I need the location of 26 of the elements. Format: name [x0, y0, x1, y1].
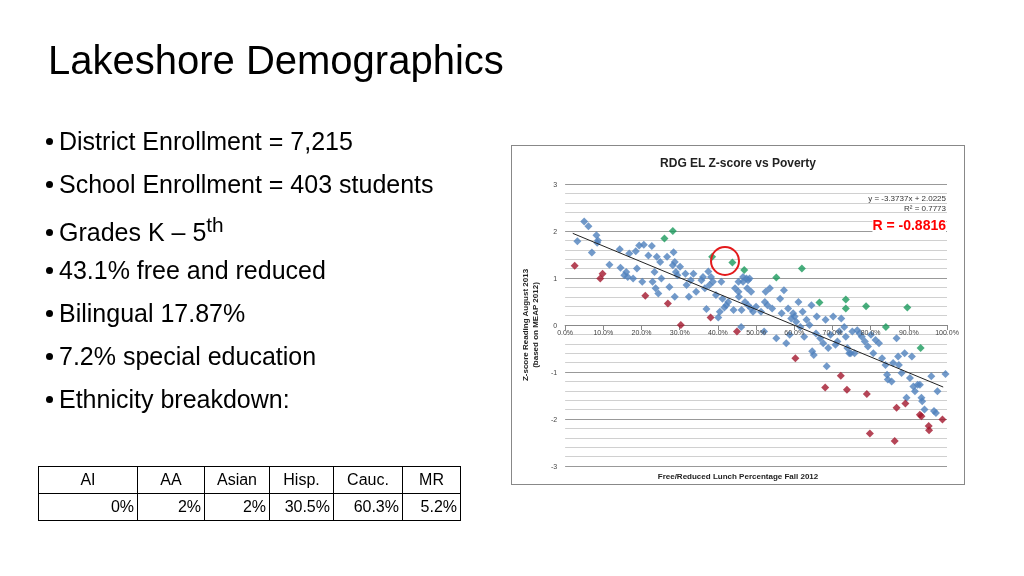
text: 5.2%	[420, 498, 457, 515]
category-label: Cauc.	[333, 466, 403, 494]
category-label: Hisp.	[269, 466, 334, 494]
category-label: AI	[38, 466, 138, 494]
text: Ethnicity breakdown:	[59, 385, 290, 413]
annotation: R² = 0.7773	[903, 203, 947, 213]
annotation: R = -0.8816	[872, 217, 947, 233]
y-axis-title: Z-score Reading August 2013 (based on MEAP 2012)	[520, 268, 540, 382]
text: 7.2% special education	[59, 342, 317, 370]
text: Bilingual 17.87%	[59, 299, 246, 327]
chart-title: RDG EL Z-score vs Poverty	[660, 156, 817, 170]
text: 0%	[110, 498, 134, 515]
x-axis-title: Free/Reduced Lunch Percentage Fall 2012	[657, 471, 819, 481]
text: Lakeshore Demographics	[48, 38, 504, 83]
category-label: AA	[137, 466, 205, 494]
text: District Enrollment = 7,215	[59, 127, 353, 155]
text: 2%	[242, 498, 266, 515]
annotation: y = -3.3737x + 2.0225	[868, 193, 947, 203]
category-label: Asian	[204, 466, 270, 494]
text: School Enrollment = 403 students	[59, 170, 434, 198]
text: 60.3%	[353, 498, 399, 515]
text: 30.5%	[284, 498, 330, 515]
text: Grades K – 5$^{th}$	[59, 213, 224, 247]
category-label: MR	[402, 466, 461, 494]
text: 2%	[177, 498, 201, 515]
text: 43.1% free and reduced	[59, 256, 326, 284]
